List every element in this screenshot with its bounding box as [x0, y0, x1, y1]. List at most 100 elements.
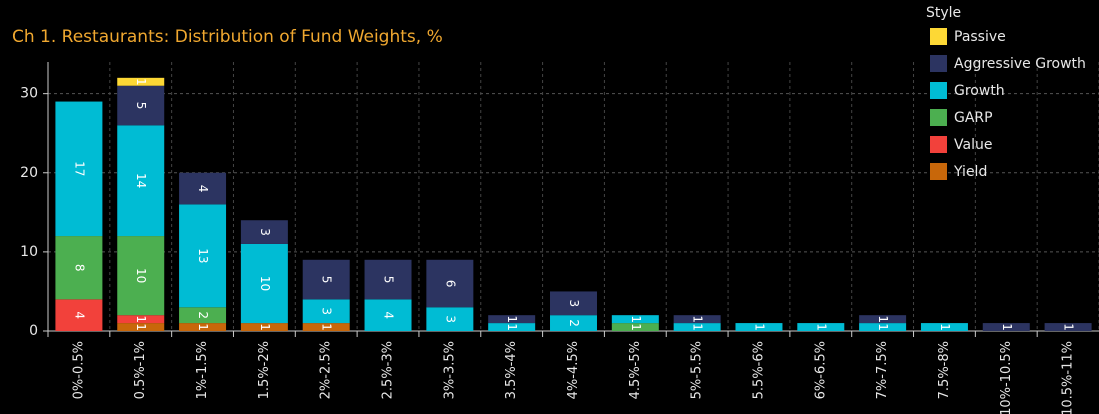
bar-segment — [55, 299, 103, 331]
value-label: 2 — [196, 311, 210, 319]
value-label: 1 — [196, 323, 210, 331]
y-tick-label: 10 — [20, 244, 38, 260]
value-label: 14 — [134, 173, 148, 188]
x-tick-label: 3%-3.5% — [442, 341, 457, 399]
value-label: 6 — [443, 280, 457, 288]
bar-segment — [240, 220, 288, 244]
value-label: 4 — [196, 185, 210, 193]
value-label: 4 — [72, 311, 86, 319]
legend-swatch — [930, 163, 947, 180]
bar-segment — [55, 101, 103, 237]
bar-segment — [426, 307, 474, 331]
legend-swatch — [930, 109, 947, 126]
value-label: 5 — [134, 102, 148, 110]
bar-segment — [179, 204, 227, 308]
value-label: 5 — [320, 276, 334, 284]
legend-swatch — [930, 28, 947, 45]
x-tick-label: 1%-1.5% — [195, 341, 210, 399]
bar-segment — [117, 85, 165, 126]
bar-segment — [179, 307, 227, 324]
x-tick-label: 1.5%-2% — [257, 341, 272, 399]
value-label: 1 — [629, 323, 643, 331]
legend-label: Growth — [954, 83, 1005, 99]
bar-segment — [302, 259, 350, 300]
bar-segment — [735, 323, 783, 331]
bar-segment — [117, 315, 165, 324]
chart-title: Ch 1. Restaurants: Distribution of Fund … — [12, 27, 443, 47]
x-tick-label: 2.5%-3% — [381, 341, 396, 399]
legend-swatch — [930, 136, 947, 153]
bar-segment — [673, 315, 721, 324]
x-tick-label: 3.5%-4% — [504, 341, 519, 399]
value-label: 1 — [258, 323, 272, 331]
x-tick-label: 0.5%-1% — [133, 341, 148, 399]
value-label: 1 — [691, 323, 705, 331]
bar-segment — [426, 259, 474, 308]
bar-segment — [240, 243, 288, 324]
value-label: 1 — [752, 323, 766, 331]
bar-segment — [673, 323, 721, 331]
y-tick-label: 30 — [20, 86, 38, 102]
bar-segment — [179, 172, 227, 205]
x-tick-label: 10.5%-11% — [1061, 341, 1076, 414]
value-label: 5 — [382, 276, 396, 284]
value-label: 1 — [320, 323, 334, 331]
bar-segment — [550, 315, 597, 331]
legend-swatch — [930, 55, 947, 72]
bar-segment — [364, 299, 412, 331]
bar-segment — [240, 323, 288, 331]
x-tick-label: 6%-6.5% — [813, 341, 828, 399]
value-label: 1 — [1062, 323, 1076, 331]
bar-segment — [117, 77, 165, 86]
x-tick-label: 2%-2.5% — [319, 341, 334, 399]
bar-segment — [488, 315, 536, 324]
bar-segment — [859, 323, 907, 331]
value-label: 1 — [814, 323, 828, 331]
legend-label: GARP — [954, 110, 993, 126]
legend-label: Value — [954, 137, 992, 153]
bar-segment — [117, 125, 165, 237]
x-tick-label: 10%-10.5% — [999, 341, 1014, 414]
value-label: 1 — [134, 78, 148, 86]
y-tick-label: 0 — [29, 323, 38, 339]
bar-segment — [611, 323, 659, 331]
value-label: 4 — [382, 311, 396, 319]
bar-segment — [1044, 323, 1092, 331]
bar-segment — [797, 323, 845, 331]
value-label: 1 — [505, 323, 519, 331]
value-label: 3 — [567, 299, 581, 307]
value-label: 1 — [1000, 323, 1014, 331]
value-label: 13 — [196, 248, 210, 263]
value-label: 10 — [134, 268, 148, 283]
bar-segment — [179, 323, 227, 331]
value-label: 1 — [876, 315, 890, 323]
value-label: 1 — [938, 323, 952, 331]
legend-title: Style — [926, 5, 961, 21]
bar-segment — [488, 323, 536, 331]
legend-label: Passive — [954, 29, 1006, 45]
value-label: 2 — [567, 319, 581, 327]
value-label: 1 — [134, 315, 148, 323]
x-tick-label: 4.5%-5% — [628, 341, 643, 399]
value-label: 1 — [505, 315, 519, 323]
bar-segment — [550, 291, 597, 316]
bar-segment — [982, 323, 1030, 331]
bar-segment — [920, 323, 968, 331]
value-label: 10 — [258, 276, 272, 291]
value-label: 17 — [72, 161, 86, 176]
y-tick-label: 20 — [20, 165, 38, 181]
x-tick-label: 5%-5.5% — [690, 341, 705, 399]
legend-swatch — [930, 82, 947, 99]
bar-segment — [611, 315, 659, 324]
bar-segment — [55, 236, 103, 300]
bar-segment — [302, 299, 350, 324]
value-label: 1 — [691, 315, 705, 323]
bar-segment — [859, 315, 907, 324]
legend-label: Aggressive Growth — [954, 56, 1086, 72]
bar-segment — [302, 323, 350, 331]
value-label: 1 — [876, 323, 890, 331]
value-label: 3 — [443, 315, 457, 323]
value-label: 1 — [629, 315, 643, 323]
value-label: 3 — [320, 307, 334, 315]
